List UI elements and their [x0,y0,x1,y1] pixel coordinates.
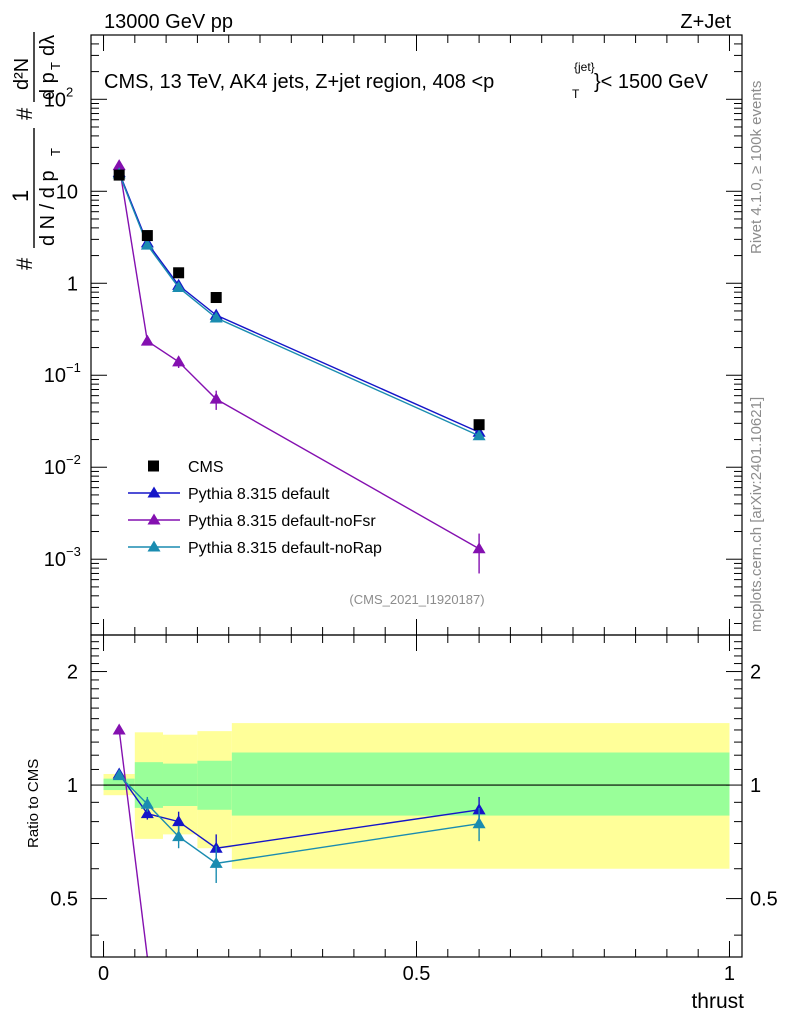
rivet-version-label: Rivet 4.1.0, ≥ 100k events [748,81,765,254]
subtitle-end: }< 1500 GeV [594,71,709,93]
main-ytick-label: 10 [44,457,66,479]
main-ytick-label: 10 [44,89,66,111]
legend-label: Pythia 8.315 default-noFsr [188,513,376,530]
ylabel-hash2: # [12,107,37,120]
main-series-group [112,159,486,574]
main-series-point [112,159,126,171]
analysis-watermark: (CMS_2021_I1920187) [349,592,484,607]
main-series-point [172,355,186,367]
legend-label: CMS [188,459,224,476]
main-series-point [172,280,186,293]
ratio-series-point [172,830,186,842]
subtitle-main: CMS, 13 TeV, AK4 jets, Z+jet region, 408… [104,71,494,93]
legend-marker-cms [148,460,159,472]
subtitle-sup: {jet} [574,60,595,74]
ratio-ylabel: Ratio to CMS [25,759,42,848]
main-ytick-exponent: −2 [66,452,81,467]
ratio-series-point [172,815,186,827]
main-ytick-exponent: −3 [66,544,81,559]
ratio-ytick-label: 1 [67,775,78,797]
ratio-series-point [112,769,126,781]
ylabel-dn: d N / d p [37,170,59,246]
ratio-series-point [140,807,154,819]
ratio-band-inner [231,752,730,816]
ratio-band-inner [103,778,135,791]
main-ytick-label: 10 [44,549,66,571]
ratio-ytick-label: 2 [67,662,78,684]
x-tick-label: 0 [98,963,109,985]
ylabel-frac2-bot-sub: T [48,62,63,70]
legend-marker-triangle [147,486,161,498]
header-left: 13000 GeV pp [104,11,233,33]
main-series-point [472,429,486,441]
ratio-series-line [118,729,149,958]
main-series-point [140,334,154,346]
ratio-ytick-label: 0.5 [50,889,78,911]
ratio-series-point [209,856,223,868]
ratio-uncertainty-bands [103,723,730,869]
ratio-frame [90,634,743,958]
ylabel-one: 1 [8,190,33,202]
main-series-line [118,172,480,433]
ylabel-frac2-top: d²N [11,58,33,90]
ylabel-frac2-bot: d p [37,72,59,100]
ylabel-frac2-end: dλ [37,35,59,56]
y-axis-label-main: # 1 d N / d p T # d²N d p T dλ [8,32,63,270]
x-tick-label: 0.5 [403,963,431,985]
legend-label: Pythia 8.315 default-noRap [188,540,382,557]
ratio-ticks: 0.5 0.5 1 1 2 2 0 0.5 1 [50,634,778,985]
legend-marker-triangle [147,540,161,552]
header-right: Z+Jet [680,11,731,33]
ylabel-hash1: # [12,257,37,270]
cms-data-point [173,267,185,279]
legend-marker-triangle [147,513,161,525]
main-ytick-label: 10 [44,365,66,387]
main-ytick-label: 1 [67,273,78,295]
main-series-point [209,311,223,323]
main-ytick-exponent: −1 [66,360,81,375]
ratio-ytick-label-right: 1 [750,775,761,797]
main-series-point [140,238,154,250]
x-axis-label: thrust [691,990,744,1013]
legend: CMS Pythia 8.315 default Pythia 8.315 defa… [128,459,382,557]
main-ytick-exponent: 2 [66,84,73,99]
main-series-line [118,173,480,437]
main-series-point [472,542,486,554]
plot-subtitle: CMS, 13 TeV, AK4 jets, Z+jet region, 408… [104,60,709,101]
ratio-ytick-label-right: 0.5 [750,889,778,911]
cms-data-point [473,419,485,431]
cms-data-point [113,169,125,181]
ratio-series-group [112,723,486,958]
cms-data-point [210,292,222,304]
main-series-point [209,392,223,404]
cms-data-point [141,230,153,242]
subtitle-sub: T [572,87,580,101]
mcplots-label: mcplots.cern.ch [arXiv:2401.10621] [748,397,765,632]
main-ytick-label: 10 [56,181,78,203]
ratio-series-point [472,817,486,829]
ylabel-dn-sub: T [48,148,63,156]
x-tick-label: 1 [724,963,735,985]
ratio-series-point [140,797,154,809]
legend-label: Pythia 8.315 default [188,486,330,503]
ratio-ytick-label-right: 2 [750,662,761,684]
ratio-series-point [112,723,126,735]
